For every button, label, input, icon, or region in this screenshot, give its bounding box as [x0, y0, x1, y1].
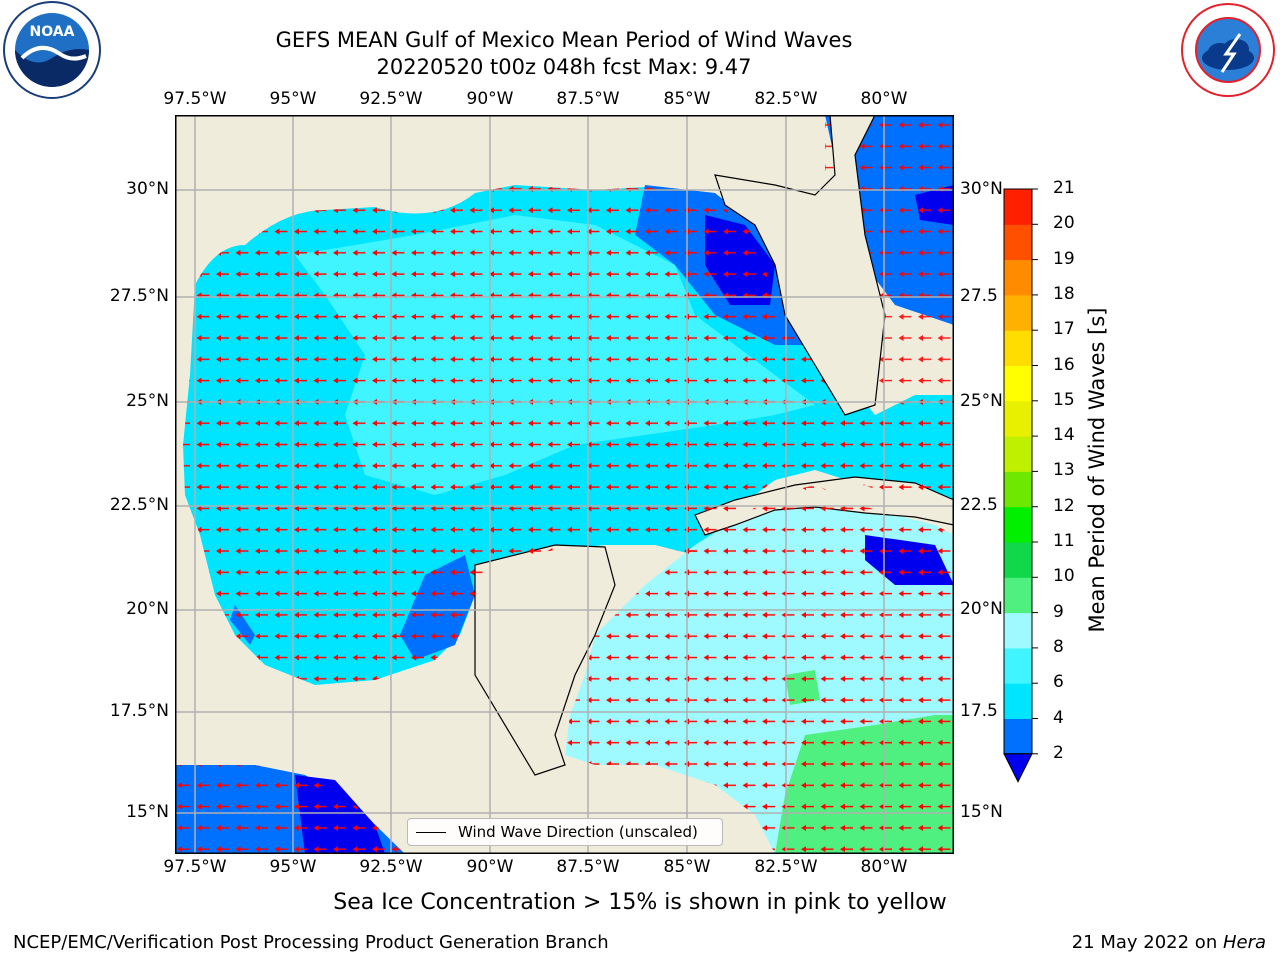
- lon-tick-bottom: 97.5°W: [163, 857, 227, 877]
- lon-tick-top: 80°W: [860, 89, 908, 109]
- colorbar-under-triangle: [1003, 753, 1033, 783]
- colorbar-segment: [1004, 647, 1032, 684]
- svg-text:NOAA: NOAA: [30, 24, 75, 40]
- wind-wave-direction-arrows: [183, 185, 954, 685]
- lat-tick-right: 25°N: [960, 391, 1003, 411]
- lon-tick-top: 92.5°W: [359, 89, 423, 109]
- lat-tick-left: 27.5°N: [109, 286, 169, 306]
- colorbar-segment: [1004, 365, 1032, 402]
- lon-tick-top: 87.5°W: [556, 89, 620, 109]
- map-legend: Wind Wave Direction (unscaled): [407, 818, 723, 846]
- colorbar-segment: [1004, 718, 1032, 755]
- colorbar-tick-label: 4: [1053, 707, 1064, 728]
- map-panel: [175, 115, 954, 854]
- lon-tick-bottom: 87.5°W: [556, 857, 620, 877]
- caribbean-wave-arrows: [565, 485, 954, 854]
- lon-tick-bottom: 95°W: [269, 857, 317, 877]
- lat-tick-right: 20°N: [960, 599, 1003, 619]
- colorbar-tick-label: 17: [1053, 319, 1075, 340]
- noaa-logo-icon: NOAA: [3, 1, 101, 99]
- legend-label: Wind Wave Direction (unscaled): [458, 823, 698, 841]
- lon-tick-bottom: 80°W: [860, 857, 908, 877]
- colorbar-segment: [1004, 506, 1032, 543]
- colorbar-segment: [1004, 436, 1032, 472]
- footer-host: Hera: [1222, 932, 1266, 953]
- colorbar-tick-label: 8: [1053, 636, 1064, 657]
- colorbar-tick-label: 13: [1053, 460, 1075, 481]
- lat-tick-right: 17.5: [960, 701, 998, 721]
- colorbar-segment: [1004, 400, 1032, 437]
- lon-tick-top: 97.5°W: [163, 89, 227, 109]
- colorbar-tick-label: 14: [1053, 425, 1075, 446]
- footer-credit: NCEP/EMC/Verification Post Processing Pr…: [13, 932, 609, 953]
- colorbar-tick-label: 20: [1053, 213, 1075, 234]
- lat-tick-left: 22.5°N: [109, 495, 169, 515]
- footer-date: 21 May 2022 on Hera: [1072, 932, 1266, 953]
- colorbar-tick-label: 10: [1053, 566, 1075, 587]
- map-frame: [175, 115, 954, 854]
- colorbar-segment: [1004, 577, 1032, 614]
- lat-tick-right: 15°N: [960, 802, 1003, 822]
- lon-tick-bottom: 90°W: [466, 857, 514, 877]
- lat-tick-right: 22.5: [960, 495, 998, 515]
- colorbar-segment: [1004, 189, 1032, 225]
- colorbar-tick-label: 6: [1053, 672, 1064, 693]
- colorbar-tick-label: 2: [1053, 742, 1064, 763]
- pacific-wave-arrows: [175, 765, 405, 854]
- lon-tick-top: 85°W: [663, 89, 711, 109]
- lat-tick-left: 15°N: [126, 802, 169, 822]
- colorbar-tick-label: 9: [1053, 601, 1064, 622]
- colorbar-segment: [1004, 224, 1032, 261]
- lat-tick-left: 17.5°N: [109, 701, 169, 721]
- colorbar-segment: [1004, 683, 1032, 719]
- map-subtitle: 20220520 t00z 048h fcst Max: 9.47: [376, 55, 752, 79]
- lat-tick-right: 30°N: [960, 179, 1003, 199]
- colorbar-tick-label: 18: [1053, 283, 1075, 304]
- colorbar-tick-label: 19: [1053, 248, 1075, 269]
- colorbar-segment: [1004, 259, 1032, 296]
- lon-tick-bottom: 92.5°W: [359, 857, 423, 877]
- graticule: [175, 115, 954, 854]
- lat-tick-left: 30°N: [126, 179, 169, 199]
- colorbar-segment: [1004, 542, 1032, 578]
- lat-tick-left: 25°N: [126, 391, 169, 411]
- lat-tick-right: 27.5: [960, 286, 998, 306]
- colorbar-tick-label: 12: [1053, 495, 1075, 516]
- colorbar-tick-label: 21: [1053, 178, 1075, 198]
- colorbar-segment: [1004, 471, 1032, 508]
- lon-tick-top: 82.5°W: [754, 89, 818, 109]
- lat-tick-left: 20°N: [126, 599, 169, 619]
- lon-tick-top: 90°W: [466, 89, 514, 109]
- nws-logo-icon: [1181, 3, 1275, 97]
- lon-tick-bottom: 85°W: [663, 857, 711, 877]
- colorbar: [1003, 188, 1038, 783]
- lon-tick-bottom: 82.5°W: [754, 857, 818, 877]
- colorbar-segment: [1004, 330, 1032, 366]
- lon-tick-top: 95°W: [269, 89, 317, 109]
- legend-line-icon: [416, 831, 446, 833]
- map-title: GEFS MEAN Gulf of Mexico Mean Period of …: [275, 28, 853, 52]
- colorbar-tick-label: 15: [1053, 389, 1075, 410]
- colorbar-label: Mean Period of Wind Waves [s]: [1085, 307, 1109, 633]
- colorbar-segment: [1004, 612, 1032, 649]
- footer-date-text: 21 May 2022 on: [1071, 932, 1223, 953]
- colorbar-tick-label: 11: [1053, 531, 1075, 551]
- sea-ice-note: Sea Ice Concentration > 15% is shown in …: [333, 890, 947, 915]
- colorbar-segment: [1004, 294, 1032, 331]
- colorbar-tick-label: 16: [1053, 354, 1075, 375]
